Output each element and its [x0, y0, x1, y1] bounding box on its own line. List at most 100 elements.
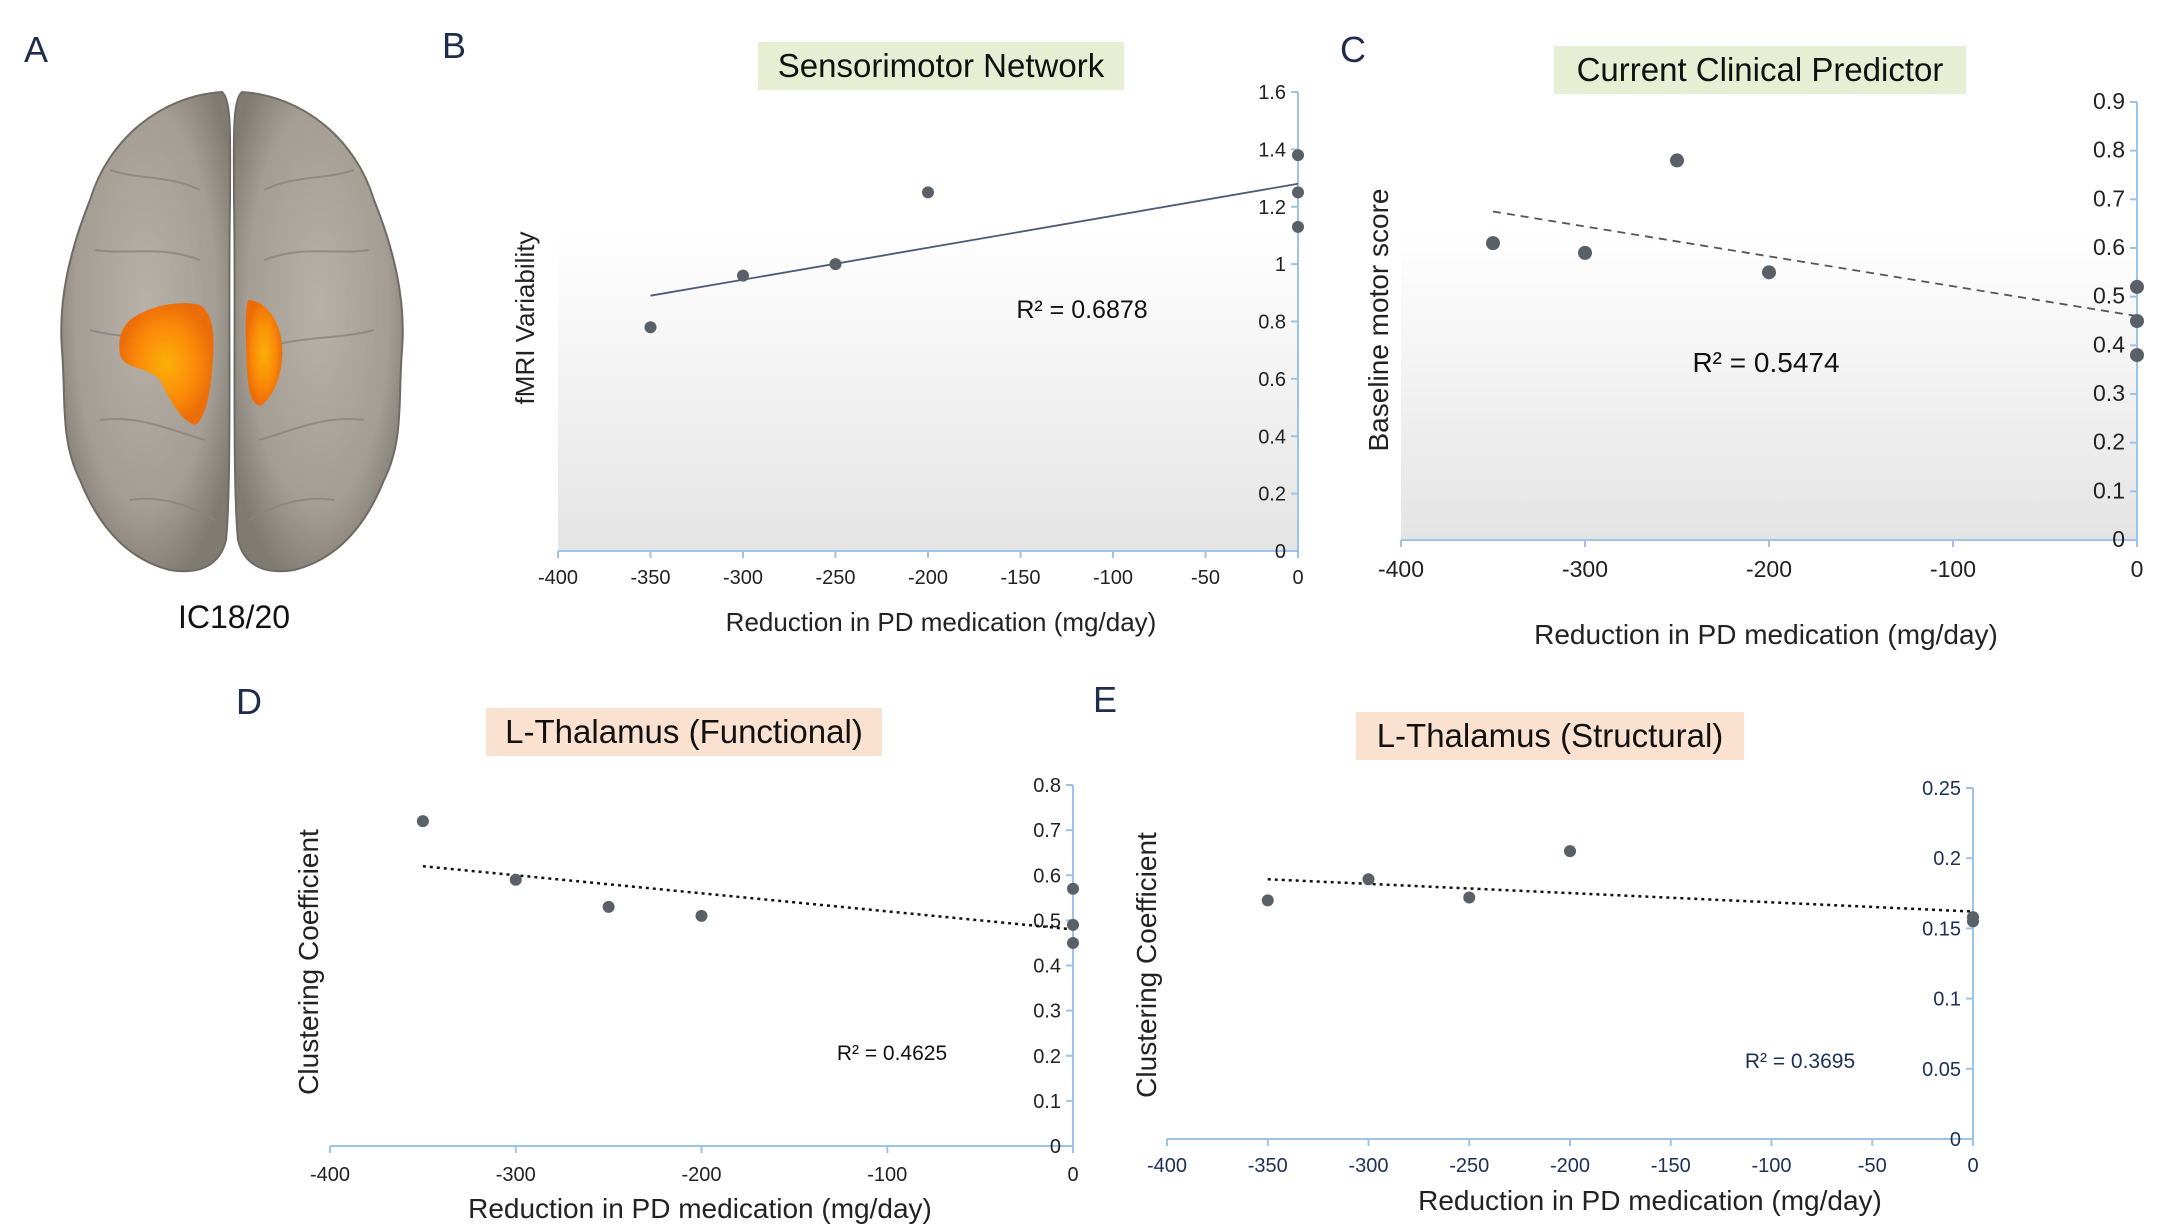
chart-c-x-tick-label: -300: [1562, 556, 1608, 582]
chart-b-plot-area: [558, 229, 1298, 551]
chart-d-point: [695, 909, 708, 922]
chart-b-y-tick-label: 0: [1275, 541, 1286, 563]
chart-e-title-bg: [1356, 712, 1744, 760]
chart-e-r2: R² = 0.3695: [1745, 1050, 1855, 1073]
chart-b-trendline: [650, 182, 1299, 297]
chart-d-x-tick-label: -400: [310, 1164, 350, 1186]
chart-d-point: [1067, 936, 1079, 949]
chart-d-x-tick-label: -300: [496, 1164, 536, 1186]
brain-render: IC18/20: [60, 90, 404, 635]
chart-c-point: [2130, 279, 2144, 294]
chart-b-y-tick-label: 1.4: [1258, 139, 1286, 161]
chart-e-x-tick-label: -250: [1449, 1155, 1489, 1177]
chart-e-x-tick-label: -150: [1651, 1155, 1691, 1177]
chart-b-xlabel: Reduction in PD medication (mg/day): [726, 607, 1157, 637]
chart-c-x-tick-label: -400: [1378, 556, 1424, 582]
chart-b-title: Sensorimotor Network: [778, 47, 1105, 84]
chart-c-y-tick-label: 0.6: [2093, 234, 2125, 260]
chart-c-y-tick-label: 0.3: [2093, 380, 2125, 406]
chart-b-point: [922, 186, 934, 199]
chart-c-point: [1762, 265, 1776, 280]
chart-c-point: [1486, 236, 1500, 251]
chart-c-point: [2130, 314, 2144, 328]
chart-b-y-tick-label: 1.6: [1258, 82, 1286, 104]
chart-d-point: [509, 873, 522, 886]
chart-d-point: [416, 815, 429, 828]
chart-d-y-tick-label: 0.3: [1033, 1001, 1061, 1023]
chart-c-y-tick-label: 0.1: [2093, 477, 2125, 503]
chart-c: Current Clinical Predictor Baseline moto…: [1363, 46, 2144, 650]
panel-letter-e: E: [1093, 679, 1117, 720]
activation-left: [119, 303, 214, 425]
chart-d-xlabel: Reduction in PD medication (mg/day): [468, 1193, 932, 1224]
chart-b-r2: R² = 0.6878: [1016, 296, 1147, 324]
chart-c-y-tick-label: 0.5: [2093, 283, 2125, 309]
chart-e-ylabel: Clustering Coefficient: [1131, 832, 1162, 1098]
chart-e-y-tick-label: 0.15: [1922, 918, 1961, 940]
chart-b-y-tick-label: 0.8: [1258, 312, 1286, 334]
chart-e-x-tick-label: -300: [1348, 1155, 1388, 1177]
chart-e: L-Thalamus (Structural) Clustering Coeff…: [1131, 712, 1979, 1216]
chart-d-x-tick-label: 0: [1067, 1164, 1078, 1186]
chart-d-y-tick-label: 0.1: [1033, 1091, 1061, 1113]
chart-e-x-tick-label: -350: [1248, 1155, 1288, 1177]
chart-e-x-tick-label: -200: [1550, 1155, 1590, 1177]
chart-e-x-tick-label: -400: [1147, 1155, 1187, 1177]
panel-letter-b: B: [442, 25, 466, 66]
chart-c-plot-area: [1401, 233, 2137, 540]
chart-b-x-tick-label: -100: [1093, 567, 1133, 589]
chart-b-x-tick-label: -300: [723, 567, 763, 589]
brain-right-hemisphere: [232, 90, 404, 573]
chart-d-point: [1067, 882, 1079, 895]
chart-e-x-tick-label: 0: [1967, 1155, 1978, 1177]
chart-c-point: [2130, 348, 2144, 363]
chart-e-x-tick-label: -100: [1751, 1155, 1791, 1177]
chart-c-y-tick-label: 0.7: [2093, 185, 2125, 211]
chart-b-x-tick-label: -200: [908, 567, 948, 589]
chart-e-title: L-Thalamus (Structural): [1377, 717, 1724, 754]
chart-b-y-tick-label: 1: [1275, 254, 1286, 276]
chart-b-point: [644, 321, 657, 334]
chart-b: Sensorimotor Network fMRI Variability Re…: [510, 42, 1304, 637]
chart-e-y-tick-label: 0: [1950, 1129, 1961, 1151]
chart-b-point: [1292, 220, 1304, 233]
chart-b-title-bg: [758, 42, 1124, 90]
chart-d-y-tick-label: 0: [1050, 1136, 1061, 1158]
chart-d-x-tick-label: -100: [867, 1164, 907, 1186]
panel-letter-c: C: [1340, 29, 1366, 70]
chart-e-xlabel: Reduction in PD medication (mg/day): [1418, 1185, 1882, 1216]
chart-d-x-tick-label: -200: [681, 1164, 721, 1186]
chart-b-x-tick-label: -150: [1000, 567, 1040, 589]
chart-b-x-tick-label: -350: [630, 567, 670, 589]
brain-component-label: IC18/20: [178, 599, 290, 635]
chart-c-title-bg: [1554, 46, 1966, 94]
chart-e-point: [1564, 845, 1576, 858]
chart-c-xlabel: Reduction in PD medication (mg/day): [1534, 619, 1998, 650]
chart-c-y-tick-label: 0.8: [2093, 137, 2125, 163]
chart-b-x-tick-label: -400: [538, 567, 578, 589]
chart-b-x-tick-label: -50: [1191, 567, 1220, 589]
chart-d: L-Thalamus (Functional) Clustering Coeff…: [293, 708, 1079, 1224]
chart-c-title: Current Clinical Predictor: [1577, 51, 1944, 88]
activation-right: [245, 300, 283, 406]
chart-d-trendline: [422, 864, 1074, 931]
chart-e-point: [1261, 894, 1274, 907]
chart-c-r2: R² = 0.5474: [1692, 347, 1839, 378]
chart-e-y-tick-label: 0.2: [1933, 848, 1961, 870]
chart-d-point: [602, 900, 615, 913]
chart-b-point: [737, 269, 749, 282]
chart-e-y-tick-label: 0.25: [1922, 778, 1961, 800]
chart-e-y-tick-label: 0.05: [1922, 1059, 1961, 1081]
chart-c-point: [1670, 153, 1684, 168]
chart-b-x-tick-label: -250: [815, 567, 855, 589]
panel-letter-a: A: [24, 29, 48, 70]
chart-d-y-tick-label: 0.8: [1033, 775, 1061, 797]
chart-c-x-tick-label: -100: [1930, 556, 1976, 582]
chart-b-y-tick-label: 1.2: [1258, 197, 1286, 219]
chart-b-y-tick-label: 0.4: [1258, 426, 1286, 448]
chart-b-y-tick-label: 0.2: [1258, 484, 1286, 506]
chart-c-y-tick-label: 0.4: [2093, 331, 2125, 357]
chart-b-y-tick-label: 0.6: [1258, 369, 1286, 391]
chart-c-ylabel: Baseline motor score: [1363, 188, 1394, 451]
